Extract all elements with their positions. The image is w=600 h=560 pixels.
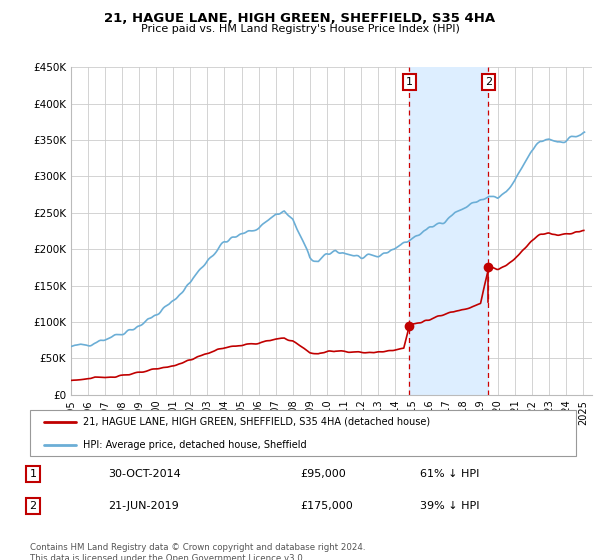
Text: 21-JUN-2019: 21-JUN-2019 <box>108 501 179 511</box>
Text: 61% ↓ HPI: 61% ↓ HPI <box>420 469 479 479</box>
Text: £95,000: £95,000 <box>300 469 346 479</box>
Text: 1: 1 <box>406 77 413 87</box>
Text: 21, HAGUE LANE, HIGH GREEN, SHEFFIELD, S35 4HA: 21, HAGUE LANE, HIGH GREEN, SHEFFIELD, S… <box>104 12 496 25</box>
Text: HPI: Average price, detached house, Sheffield: HPI: Average price, detached house, Shef… <box>83 440 307 450</box>
Text: 2: 2 <box>485 77 492 87</box>
FancyBboxPatch shape <box>30 410 576 456</box>
Bar <box>409 67 488 395</box>
Text: Contains HM Land Registry data © Crown copyright and database right 2024.
This d: Contains HM Land Registry data © Crown c… <box>30 543 365 560</box>
Text: Price paid vs. HM Land Registry's House Price Index (HPI): Price paid vs. HM Land Registry's House … <box>140 24 460 34</box>
Text: 39% ↓ HPI: 39% ↓ HPI <box>420 501 479 511</box>
Text: £175,000: £175,000 <box>300 501 353 511</box>
Text: 21, HAGUE LANE, HIGH GREEN, SHEFFIELD, S35 4HA (detached house): 21, HAGUE LANE, HIGH GREEN, SHEFFIELD, S… <box>83 417 430 427</box>
Text: 2: 2 <box>29 501 37 511</box>
Text: 1: 1 <box>29 469 37 479</box>
Text: 30-OCT-2014: 30-OCT-2014 <box>108 469 181 479</box>
